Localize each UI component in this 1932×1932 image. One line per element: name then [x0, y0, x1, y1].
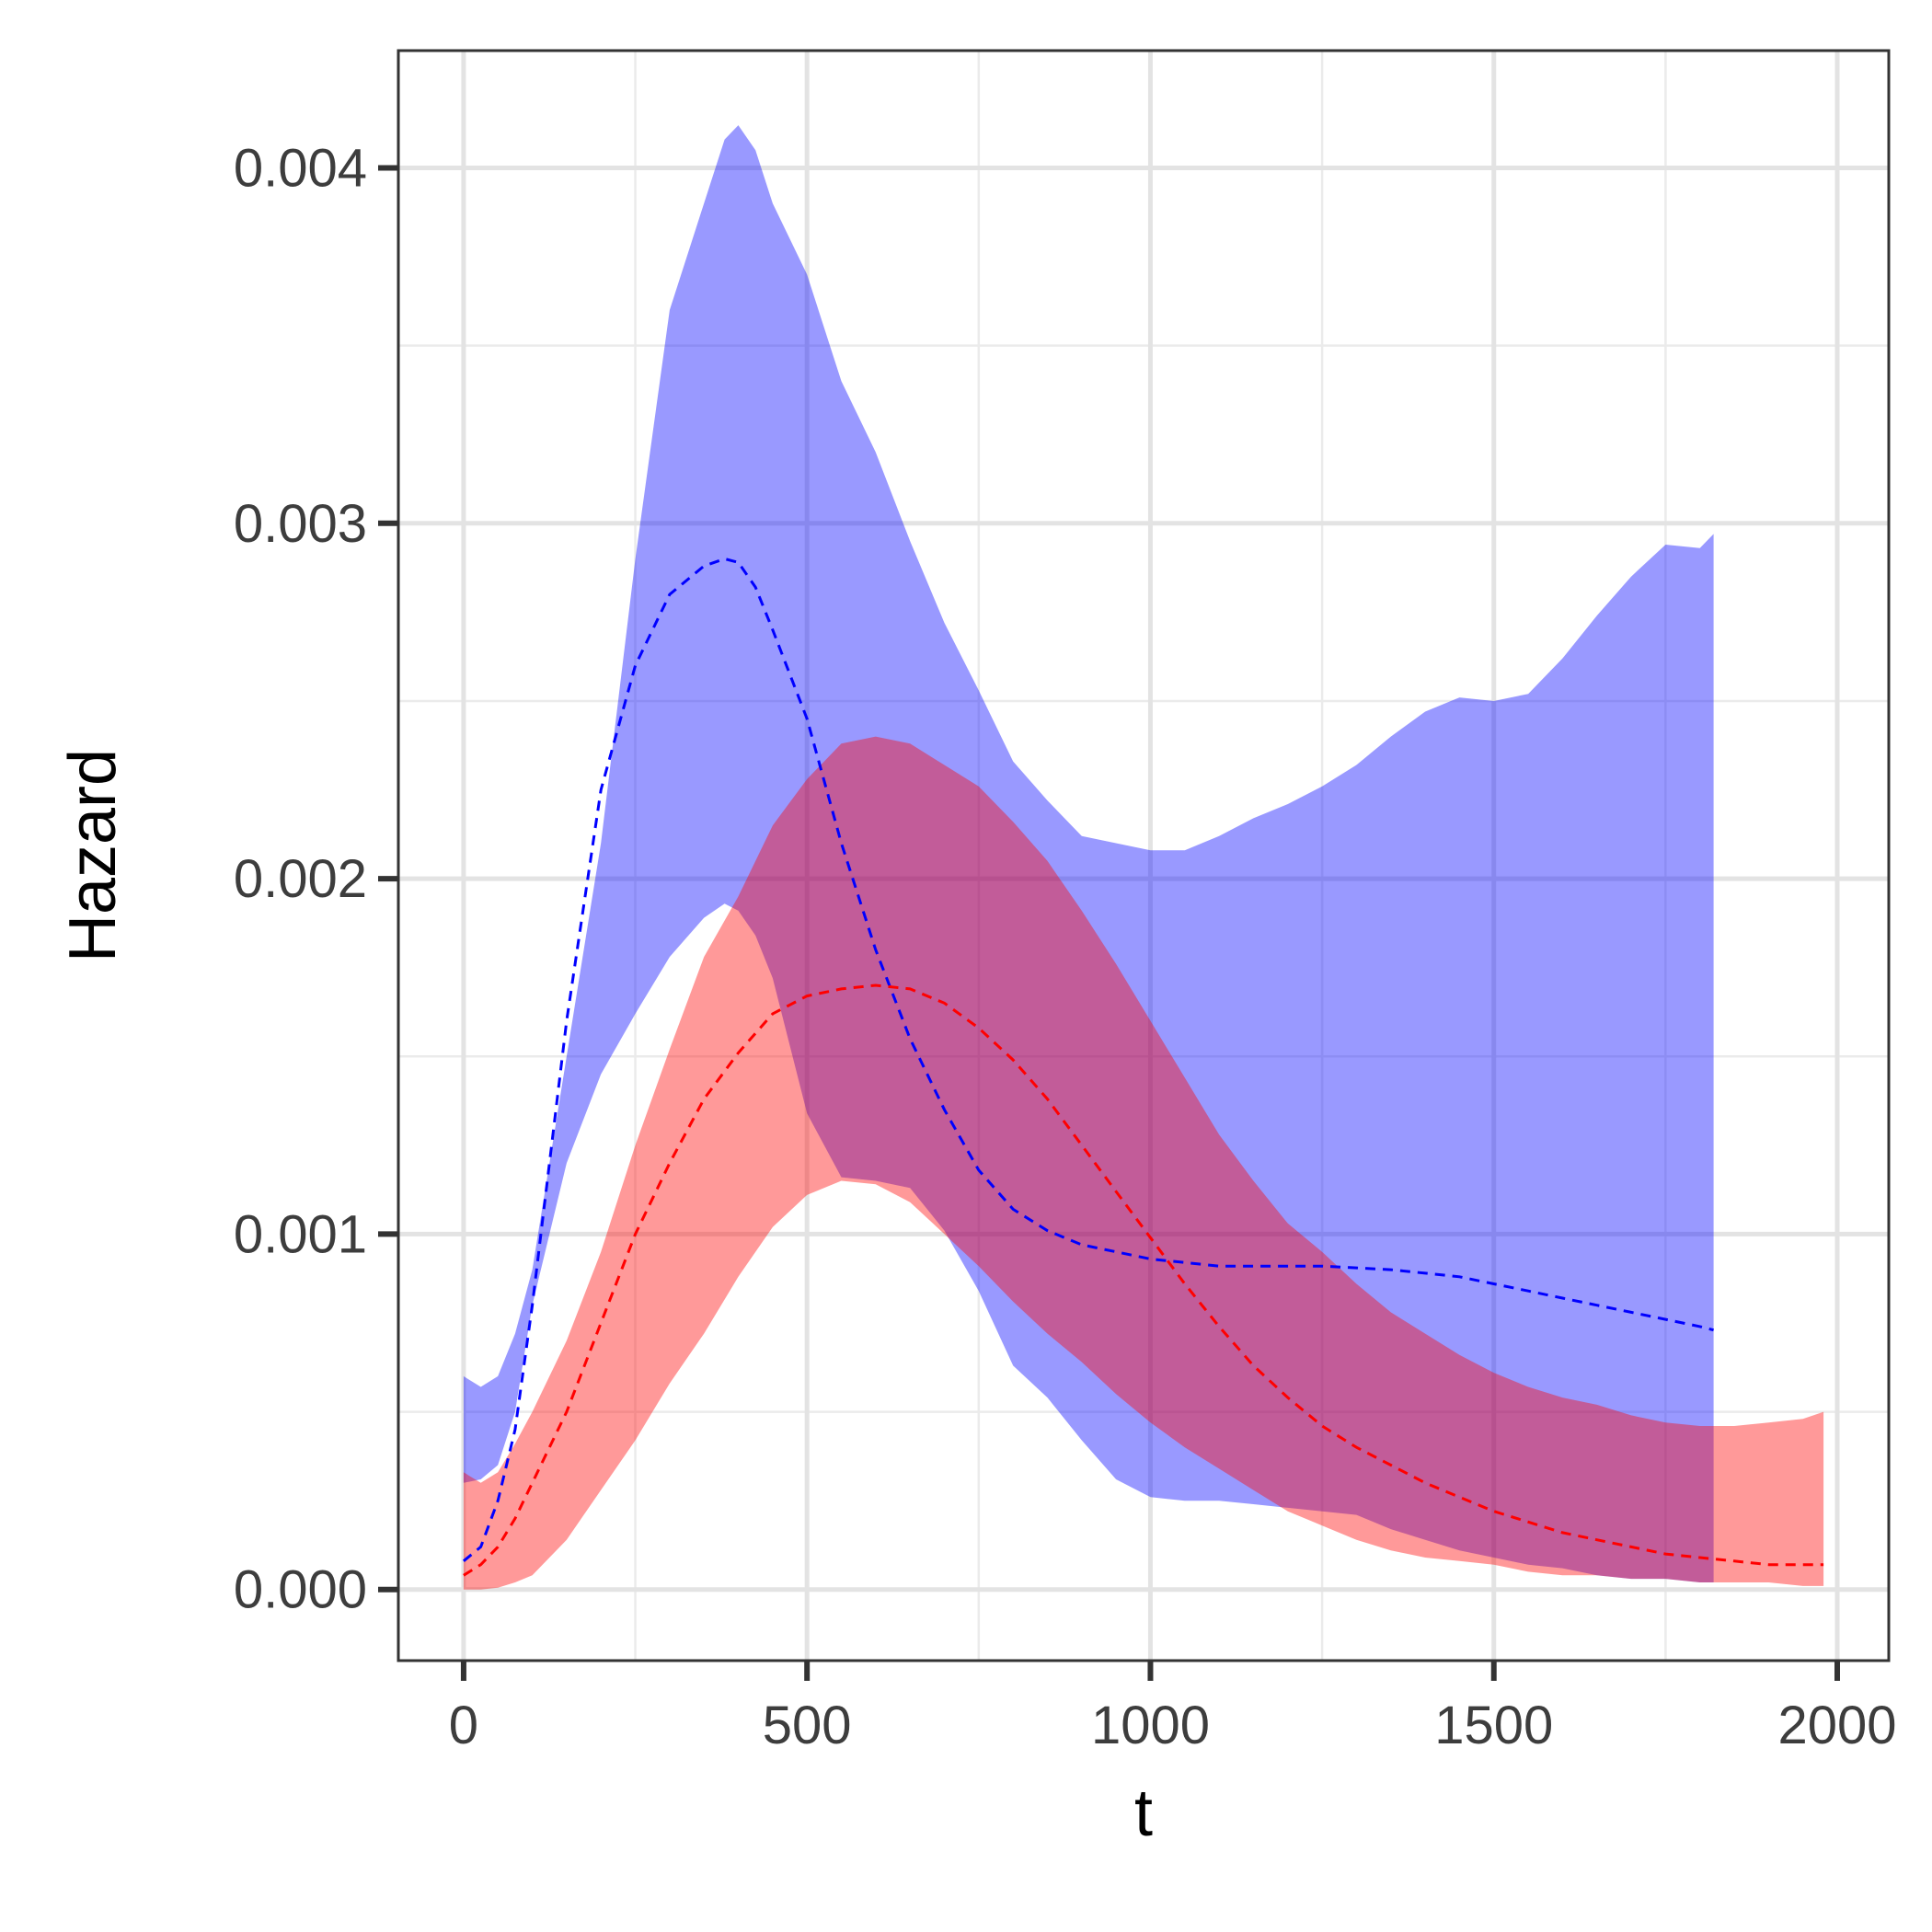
y-tick-label: 0.000	[234, 1560, 367, 1620]
confidence-band-2	[463, 736, 1824, 1590]
plot-panel-bg	[398, 51, 1889, 1661]
x-tick-label: 1000	[1091, 1696, 1210, 1755]
confidence-band-1	[463, 125, 1714, 1583]
plot-panel-border	[397, 49, 1891, 1662]
y-axis-ticks: 0.000 0.001 0.002 0.003 0.004	[234, 138, 398, 1620]
x-tick-label: 1500	[1434, 1696, 1553, 1755]
hazard-lines	[462, 557, 1824, 1577]
x-tick-label: 0	[449, 1696, 478, 1755]
x-tick-label: 2000	[1777, 1696, 1896, 1755]
x-tick-label: 500	[763, 1696, 852, 1755]
y-tick-label: 0.003	[234, 494, 367, 554]
y-tick-label: 0.001	[234, 1204, 367, 1264]
hazard-line-3	[463, 983, 1824, 1577]
minor-gridlines	[398, 51, 1889, 1661]
hazard-line-1	[462, 557, 1714, 1562]
x-axis-title: t	[1134, 1777, 1153, 1850]
y-tick-label: 0.002	[234, 849, 367, 909]
major-gridlines	[398, 51, 1889, 1661]
confidence-bands	[463, 125, 1824, 1590]
y-axis-title: Hazard	[56, 749, 130, 962]
x-axis-ticks: 0 500 1000 1500 2000	[449, 1661, 1897, 1755]
y-tick-label: 0.004	[234, 138, 367, 198]
